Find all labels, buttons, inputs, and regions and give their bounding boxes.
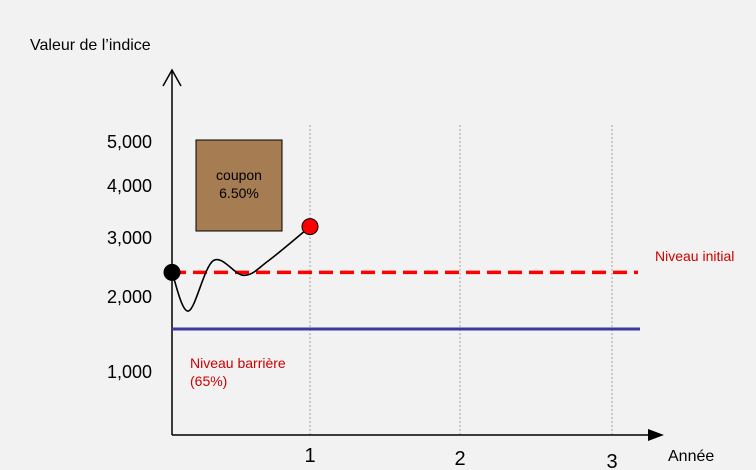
y-axis-arrow-icon bbox=[162, 68, 182, 87]
y-tick-label: 5,000 bbox=[107, 132, 152, 152]
x-tick-label: 2 bbox=[454, 448, 465, 470]
end-point-marker bbox=[301, 218, 319, 236]
coupon-label: coupon 6.50% bbox=[216, 167, 262, 201]
x-axis-title: Année bbox=[668, 448, 714, 465]
reference-lines bbox=[172, 270, 640, 331]
y-tick-label: 3,000 bbox=[107, 228, 152, 248]
y-tick-label: 2,000 bbox=[107, 287, 152, 307]
x-tick-labels: 1 2 3 bbox=[304, 445, 617, 470]
y-axis-title: Valeur de l’indice bbox=[30, 37, 151, 54]
niveau-barriere-label: Niveau barrière (65%) bbox=[190, 355, 286, 389]
y-tick-label: 1,000 bbox=[107, 362, 152, 382]
x-tick-label: 1 bbox=[304, 445, 315, 467]
coupon-box bbox=[195, 139, 283, 232]
grid-layer bbox=[309, 125, 613, 435]
index-series-line bbox=[171, 225, 311, 312]
x-tick-label: 3 bbox=[606, 451, 617, 470]
y-tick-labels: 5,000 4,000 3,000 2,000 1,000 bbox=[107, 132, 152, 382]
series-layer bbox=[171, 225, 311, 312]
start-point-marker bbox=[163, 263, 181, 281]
niveau-initial-label: Niveau initial bbox=[655, 248, 734, 264]
x-axis-arrow-icon bbox=[648, 429, 664, 441]
marker-layer bbox=[163, 218, 319, 281]
y-tick-label: 4,000 bbox=[107, 176, 152, 196]
